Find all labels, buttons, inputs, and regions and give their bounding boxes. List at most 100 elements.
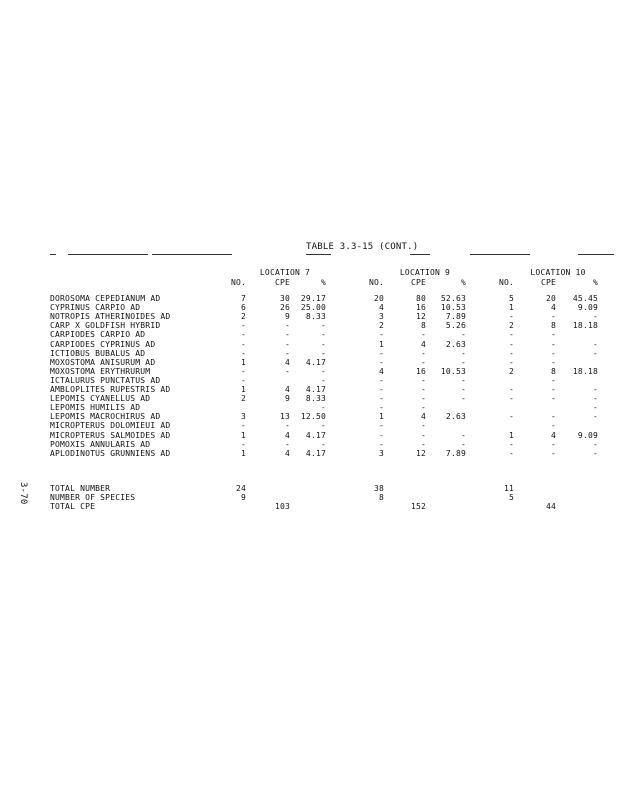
table-cell: 4 — [284, 448, 290, 458]
table-cell: 2.63 — [445, 339, 466, 349]
number-of-species-value: 8 — [378, 493, 384, 502]
table-cell: - — [460, 394, 466, 404]
species-name: POMOXIS ANNULARIS AD — [50, 439, 151, 449]
table-cell: 1 — [240, 430, 246, 440]
table-cell: 45.45 — [572, 294, 598, 303]
table-cell: - — [378, 430, 384, 440]
column-header: CPE — [274, 278, 290, 287]
total-number-value: 11 — [503, 484, 514, 493]
table-cell: 6 — [240, 303, 246, 313]
table-cell: - — [550, 348, 556, 358]
table-cell: 25.00 — [300, 303, 326, 313]
table-cell: 80 — [415, 294, 426, 303]
table-cell: 4.17 — [305, 448, 326, 458]
species-name: CARP X GOLDFISH HYBRID — [50, 321, 161, 331]
table-cell: 4 — [284, 385, 290, 394]
table-cell: 16 — [415, 366, 426, 376]
column-header: % — [320, 278, 326, 287]
number-of-species-value: 9 — [240, 493, 246, 502]
table-cell: - — [508, 439, 514, 449]
column-header: CPE — [540, 278, 556, 287]
table-title: TABLE 3.3-15 (CONT.) — [306, 242, 419, 252]
table-cell: 1 — [508, 303, 514, 313]
table-cell: 2 — [240, 312, 246, 322]
table-cell: - — [550, 385, 556, 394]
species-name: APLODINOTUS GRUNNIENS AD — [50, 448, 171, 458]
species-name: MOXOSTOMA ERYTHRURUM — [50, 366, 151, 376]
table-cell: - — [508, 339, 514, 349]
table-cell: 29.17 — [300, 294, 326, 303]
table-cell: - — [320, 421, 326, 431]
table-cell: - — [460, 330, 466, 340]
table-cell: - — [378, 421, 384, 431]
table-cell: - — [460, 375, 466, 385]
table-cell: - — [508, 330, 514, 340]
location-header: LOCATION 9 — [399, 268, 451, 277]
table-cell: 3 — [378, 448, 384, 458]
table-cell: - — [320, 366, 326, 376]
table-cell: - — [420, 439, 426, 449]
table-cell: 1 — [508, 430, 514, 440]
table-cell: - — [550, 421, 556, 431]
table-cell: 4 — [378, 303, 384, 313]
table-cell: 12 — [415, 448, 426, 458]
table-cell: 9.09 — [577, 303, 598, 313]
table-cell: - — [508, 385, 514, 394]
divider — [470, 254, 530, 255]
table-cell: 4 — [420, 339, 426, 349]
table-cell: 10.53 — [440, 366, 466, 376]
table-cell: - — [240, 321, 246, 331]
table-cell: - — [420, 394, 426, 404]
table-cell: - — [592, 412, 598, 422]
total-number-label: TOTAL NUMBER — [50, 484, 111, 493]
table-cell: - — [320, 403, 326, 413]
table-cell: 5 — [508, 294, 514, 303]
table-cell: - — [550, 339, 556, 349]
table-cell: - — [592, 448, 598, 458]
table-cell: - — [284, 339, 290, 349]
table-cell: - — [284, 439, 290, 449]
table-cell: - — [420, 348, 426, 358]
column-header: NO. — [230, 278, 246, 287]
column-header: NO. — [368, 278, 384, 287]
species-name: MICROPTERUS SALMOIDES AD — [50, 430, 171, 440]
table-cell: - — [420, 330, 426, 340]
table-cell: 1 — [240, 357, 246, 367]
table-cell: - — [420, 357, 426, 367]
table-cell: 13 — [279, 412, 290, 422]
table-cell: 18.18 — [572, 321, 598, 331]
species-name: MICROPTERUS DOLOMIEUI AD — [50, 421, 171, 431]
table-cell: - — [420, 375, 426, 385]
table-cell: 20 — [545, 294, 556, 303]
species-name: ICTIOBUS BUBALUS AD — [50, 348, 146, 358]
table-cell: - — [508, 348, 514, 358]
total-cpe-label: TOTAL CPE — [50, 502, 96, 511]
column-header: CPE — [410, 278, 426, 287]
table-cell: - — [592, 394, 598, 404]
table-cell: - — [550, 375, 556, 385]
column-header: NO. — [498, 278, 514, 287]
table-cell: 1 — [240, 448, 246, 458]
table-cell: 1 — [240, 385, 246, 394]
total-cpe-value: 152 — [410, 502, 426, 511]
table-cell: - — [420, 403, 426, 413]
table-cell: - — [550, 448, 556, 458]
table-cell: - — [550, 357, 556, 367]
species-name: MOXOSTOMA ANISURUM AD — [50, 357, 156, 367]
divider — [306, 254, 331, 255]
table-cell: 4.17 — [305, 385, 326, 394]
table-cell: - — [460, 357, 466, 367]
table-cell: 2 — [240, 394, 246, 404]
table-cell: 20 — [373, 294, 384, 303]
table-cell: 4 — [284, 357, 290, 367]
species-name: CARPIODES CARPIO AD — [50, 330, 146, 340]
table-cell: 18.18 — [572, 366, 598, 376]
table-cell: - — [320, 321, 326, 331]
table-cell: - — [284, 421, 290, 431]
table-cell: - — [592, 385, 598, 394]
location-header: LOCATION 7 — [259, 268, 311, 277]
table-cell: - — [284, 330, 290, 340]
table-cell: 4 — [550, 303, 556, 313]
divider — [68, 254, 148, 255]
